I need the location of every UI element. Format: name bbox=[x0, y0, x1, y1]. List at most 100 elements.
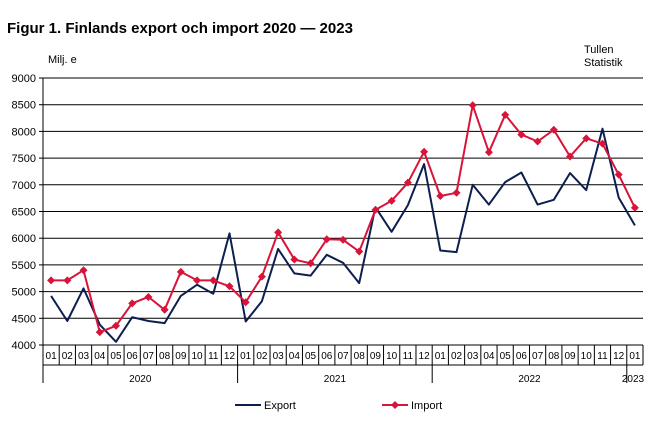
x-tick-label: 03 bbox=[78, 351, 90, 362]
data-point-import bbox=[306, 259, 315, 268]
x-tick-label: 01 bbox=[240, 351, 252, 362]
y-tick-label: 4500 bbox=[12, 313, 36, 325]
year-label: 2022 bbox=[518, 374, 541, 385]
legend-item-import: Import bbox=[382, 400, 442, 412]
data-point-import bbox=[517, 130, 526, 139]
data-point-import bbox=[420, 147, 429, 156]
x-tick-label: 08 bbox=[159, 351, 171, 362]
data-point-import bbox=[339, 235, 347, 244]
source-label: Tullen Statistik bbox=[584, 44, 623, 70]
data-point-import bbox=[355, 247, 364, 256]
x-tick-label: 01 bbox=[435, 351, 447, 362]
data-point-import bbox=[176, 267, 185, 276]
data-point-import bbox=[274, 228, 283, 237]
y-axis-ticks: 4000 4500 5000 5500 6000 6500 7000 7500 8000 8500… bbox=[12, 73, 44, 352]
legend-marker bbox=[391, 401, 399, 409]
x-tick-label: 12 bbox=[613, 351, 625, 362]
x-tick-label: 03 bbox=[467, 351, 479, 362]
data-point-import bbox=[387, 196, 396, 205]
x-tick-label: 03 bbox=[273, 351, 285, 362]
x-tick-label: 06 bbox=[321, 351, 333, 362]
x-tick-label: 07 bbox=[337, 351, 349, 362]
x-tick-label: 10 bbox=[386, 351, 398, 362]
data-point-import bbox=[144, 292, 153, 301]
data-point-import bbox=[371, 205, 380, 214]
x-tick-label: 05 bbox=[500, 351, 512, 362]
data-point-import bbox=[290, 255, 299, 264]
legend-item-export: Export bbox=[235, 400, 296, 412]
legend-label: Export bbox=[264, 400, 296, 412]
data-point-import bbox=[257, 272, 266, 281]
chart-title: Figur 1. Finlands export och import 2020… bbox=[7, 20, 353, 37]
data-point-import bbox=[95, 328, 104, 337]
x-tick-label: 01 bbox=[46, 351, 58, 362]
x-tick-label: 05 bbox=[110, 351, 122, 362]
y-tick-label: 7500 bbox=[12, 153, 36, 165]
data-point-import bbox=[566, 152, 575, 161]
data-point-import bbox=[549, 125, 558, 134]
data-point-import bbox=[209, 276, 218, 285]
data-point-import bbox=[452, 188, 461, 197]
x-tick-label: 12 bbox=[419, 351, 431, 362]
data-point-import bbox=[160, 305, 169, 314]
year-label: 2023 bbox=[622, 374, 645, 385]
data-point-import bbox=[533, 137, 542, 146]
y-tick-label: 5500 bbox=[12, 260, 36, 272]
x-tick-label: 02 bbox=[62, 351, 74, 362]
x-tick-label: 02 bbox=[451, 351, 463, 362]
data-point-import bbox=[630, 203, 639, 212]
series-lines bbox=[50, 104, 636, 343]
y-axis-unit-label: Milj. e bbox=[48, 54, 77, 66]
data-point-import bbox=[501, 110, 510, 119]
data-point-import bbox=[79, 266, 88, 275]
x-tick-label: 08 bbox=[548, 351, 560, 362]
data-point-import bbox=[614, 170, 623, 179]
x-tick-label: 11 bbox=[208, 351, 219, 362]
data-point-import bbox=[63, 276, 72, 285]
x-tick-label: 09 bbox=[175, 351, 187, 362]
x-tick-label: 02 bbox=[256, 351, 268, 362]
data-point-import bbox=[47, 276, 56, 285]
year-label: 2021 bbox=[324, 374, 347, 385]
x-tick-label: 11 bbox=[403, 351, 414, 362]
x-tick-label: 10 bbox=[191, 351, 203, 362]
data-point-import bbox=[598, 139, 607, 148]
year-label: 2020 bbox=[129, 374, 152, 385]
y-tick-label: 6000 bbox=[12, 233, 36, 245]
y-tick-label: 9000 bbox=[12, 73, 36, 85]
source-line-1: Tullen bbox=[584, 44, 614, 56]
series-line-export bbox=[50, 127, 636, 343]
x-tick-label: 06 bbox=[516, 351, 528, 362]
data-point-import bbox=[484, 148, 493, 157]
data-point-import bbox=[128, 299, 137, 308]
y-tick-label: 5000 bbox=[12, 287, 36, 299]
x-tick-label: 08 bbox=[354, 351, 366, 362]
x-tick-label: 09 bbox=[370, 351, 382, 362]
x-tick-label: 04 bbox=[483, 351, 495, 362]
x-tick-label: 07 bbox=[143, 351, 155, 362]
y-tick-label: 8000 bbox=[12, 126, 36, 138]
x-tick-label: 09 bbox=[564, 351, 576, 362]
data-point-import bbox=[241, 298, 250, 307]
series-markers bbox=[47, 101, 639, 337]
y-tick-label: 7000 bbox=[12, 180, 36, 192]
data-point-import bbox=[111, 321, 120, 330]
data-point-import bbox=[582, 134, 591, 143]
source-line-2: Statistik bbox=[584, 57, 623, 69]
legend: Export Import bbox=[235, 400, 442, 412]
x-tick-label: 01 bbox=[629, 351, 641, 362]
data-point-import bbox=[225, 282, 234, 291]
data-point-import bbox=[468, 101, 477, 110]
data-point-import bbox=[322, 235, 331, 244]
data-point-import bbox=[403, 178, 412, 187]
y-tick-label: 8500 bbox=[12, 100, 36, 112]
x-tick-label: 12 bbox=[224, 351, 236, 362]
x-tick-label: 05 bbox=[305, 351, 317, 362]
x-tick-label: 11 bbox=[597, 351, 608, 362]
series-line-import bbox=[51, 104, 636, 334]
x-tick-label: 04 bbox=[94, 351, 106, 362]
data-point-import bbox=[436, 192, 445, 201]
x-tick-label: 04 bbox=[289, 351, 301, 362]
x-tick-label: 06 bbox=[127, 351, 139, 362]
